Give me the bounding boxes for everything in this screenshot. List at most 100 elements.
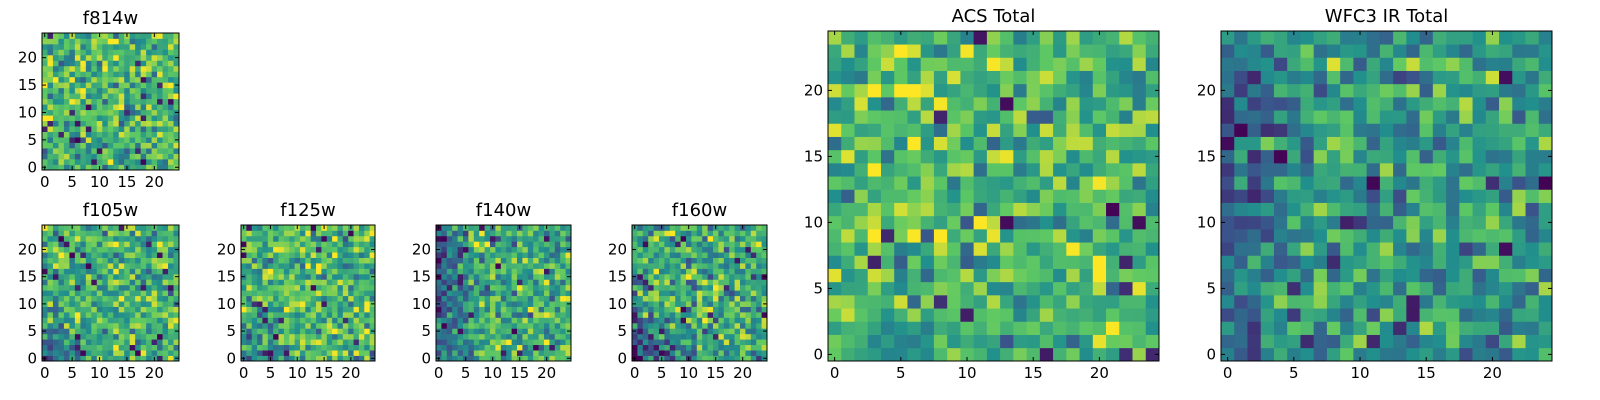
heatmap-cell <box>321 290 328 297</box>
heatmap-cell <box>1485 189 1500 203</box>
heatmap-cell <box>1119 281 1133 296</box>
heatmap-cell <box>146 355 152 362</box>
heatmap-cell <box>538 317 545 324</box>
heatmap-cell <box>740 295 746 302</box>
heatmap-cell <box>1313 136 1328 151</box>
heatmap-cell <box>522 225 529 231</box>
heatmap-cell <box>42 268 48 275</box>
heatmap-cell <box>750 344 757 351</box>
heatmap-cell <box>947 268 961 283</box>
heatmap-cell <box>135 120 141 127</box>
heatmap-cell <box>74 98 81 105</box>
heatmap-cell <box>696 279 703 286</box>
heatmap-cell <box>680 230 687 237</box>
heatmap-cell <box>973 308 988 322</box>
heatmap-cell <box>1512 189 1526 203</box>
heatmap-cell <box>47 273 54 280</box>
heatmap-cell <box>1366 70 1381 85</box>
heatmap-cell <box>348 290 354 297</box>
heatmap-cell <box>305 268 312 275</box>
heatmap-cell <box>1406 44 1420 58</box>
heatmap-cell <box>96 153 103 160</box>
heatmap-cell <box>1406 255 1420 269</box>
x-tick-label: 15 <box>1024 364 1043 382</box>
heatmap-cell <box>278 301 285 307</box>
heatmap-cell <box>632 284 638 291</box>
heatmap-cell <box>118 290 125 297</box>
heatmap-cell <box>441 333 448 340</box>
heatmap-cell <box>74 295 81 302</box>
y-tick-label: 10 <box>18 103 37 121</box>
heatmap-cell <box>484 290 491 297</box>
heatmap-cell <box>1446 176 1460 190</box>
heatmap-cell <box>452 268 458 275</box>
heatmap-cell <box>761 241 768 248</box>
heatmap-cell <box>1379 281 1394 296</box>
heatmap-cell <box>102 295 109 302</box>
heatmap-cell <box>1446 308 1460 322</box>
heatmap-cell <box>1512 321 1526 335</box>
heatmap-cell <box>565 290 572 297</box>
heatmap-cell <box>1234 97 1248 111</box>
heatmap-cell <box>316 284 322 291</box>
heatmap-cell <box>1079 334 1094 349</box>
heatmap-cell <box>880 255 895 269</box>
heatmap-cell <box>1092 44 1107 58</box>
heatmap-cell <box>369 290 376 297</box>
heatmap-cell <box>52 225 59 231</box>
heatmap-cell <box>63 65 70 72</box>
heatmap-cell <box>1273 136 1288 151</box>
heatmap-cell <box>173 290 180 297</box>
heatmap-cell <box>1066 229 1080 243</box>
heatmap-cell <box>129 322 136 329</box>
heatmap-cell <box>947 176 961 190</box>
heatmap-cell <box>1145 215 1160 230</box>
heatmap-cell <box>321 322 328 329</box>
heatmap-cell <box>246 290 253 297</box>
heatmap-cell <box>527 328 534 335</box>
heatmap-cell <box>452 312 458 318</box>
heatmap-cell <box>299 301 306 307</box>
heatmap-cell <box>1013 44 1027 58</box>
heatmap-cell <box>364 225 370 231</box>
heatmap-cell <box>533 290 539 297</box>
heatmap-cell <box>933 268 948 283</box>
heatmap-cell <box>1326 242 1341 256</box>
heatmap-cell <box>457 284 464 291</box>
heatmap-cell <box>173 126 180 132</box>
heatmap-cell <box>47 71 54 78</box>
heatmap-cell <box>1053 229 1067 243</box>
heatmap-cell <box>47 82 54 89</box>
heatmap-cell <box>745 339 752 346</box>
heatmap-cell <box>718 344 725 351</box>
heatmap-cell <box>549 312 556 318</box>
heatmap-cell <box>74 137 81 143</box>
heatmap-cell <box>565 306 572 313</box>
heatmap-cell <box>637 273 644 280</box>
heatmap-cell <box>1340 123 1354 137</box>
heatmap-cell <box>664 295 671 302</box>
heatmap-cell <box>473 230 480 237</box>
heatmap-cell <box>740 312 746 318</box>
heatmap-cell <box>91 312 98 318</box>
heatmap-cell <box>1247 44 1262 58</box>
heatmap-cell <box>973 242 988 256</box>
heatmap-cell <box>283 322 290 329</box>
panel-title: f140w <box>476 200 531 221</box>
heatmap-cell <box>157 164 163 171</box>
heatmap-cell <box>294 301 301 307</box>
heatmap-cell <box>267 322 274 329</box>
heatmap-cell <box>1485 57 1500 71</box>
heatmap-cell <box>58 333 65 340</box>
heatmap-cell <box>1326 268 1341 283</box>
heatmap-cell <box>267 235 274 242</box>
heatmap-cell <box>1026 281 1041 296</box>
heatmap-cell <box>246 306 253 313</box>
y-tick-label: 20 <box>804 81 823 99</box>
heatmap-cell <box>637 317 644 324</box>
heatmap-cell <box>549 241 556 248</box>
heatmap-cell <box>1273 97 1288 111</box>
heatmap-cell <box>1145 70 1160 85</box>
heatmap-cell <box>1106 215 1120 230</box>
heatmap-cell <box>1287 334 1301 349</box>
